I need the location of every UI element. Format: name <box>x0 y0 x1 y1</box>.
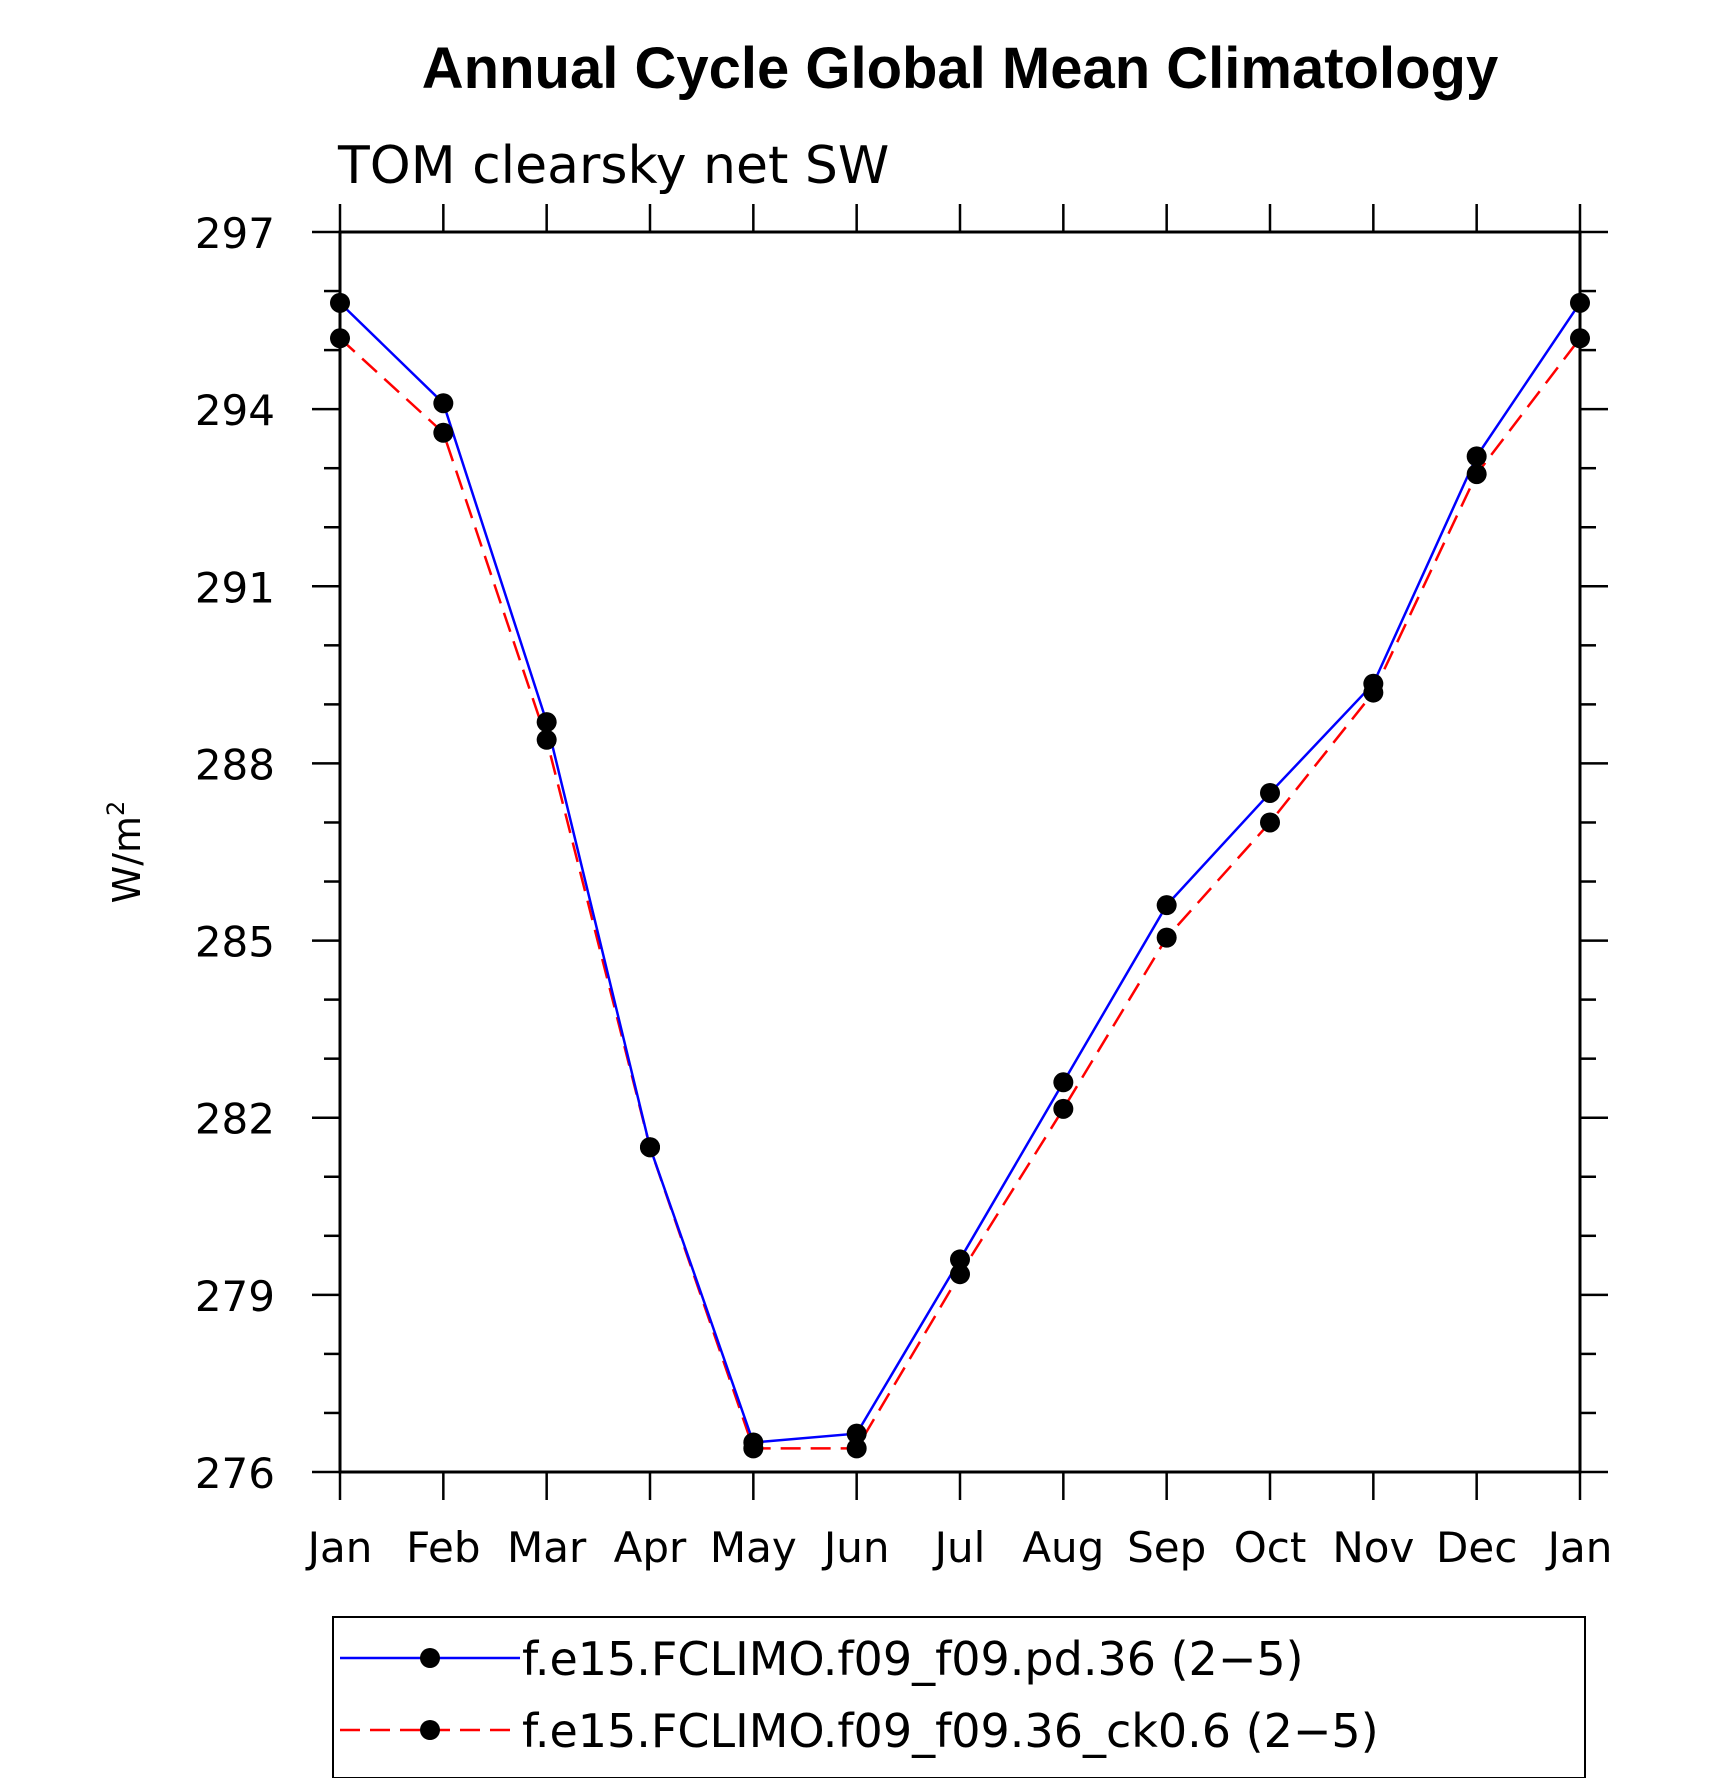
series-2-point <box>1156 927 1177 948</box>
y-tick-label: 276 <box>195 1449 275 1498</box>
x-tick-label: Feb <box>406 1523 480 1572</box>
x-tick-label: Apr <box>614 1523 687 1572</box>
x-tick-label: Mar <box>507 1523 587 1572</box>
series-1-point <box>536 712 557 733</box>
series-layer <box>330 292 1590 1459</box>
series-2-point <box>330 328 350 349</box>
x-tick-label: Jun <box>821 1523 890 1572</box>
x-tick-label: Oct <box>1234 1523 1307 1572</box>
y-axis-label: W/m2 <box>102 801 149 904</box>
series-2-point <box>950 1264 970 1285</box>
series-2-point <box>640 1137 660 1158</box>
series-2-point <box>1466 464 1487 485</box>
y-tick-label: 282 <box>195 1095 275 1144</box>
legend-marker-1 <box>420 1648 440 1668</box>
series-2-point <box>536 729 557 750</box>
series-1-point <box>1156 895 1177 916</box>
y-tick-label: 288 <box>195 740 275 789</box>
x-tick-label: Aug <box>1022 1523 1104 1572</box>
x-tick-label: Jan <box>305 1523 373 1572</box>
legend-label-1: f.e15.FCLIMO.f09_f09.pd.36 (2−5) <box>522 1632 1304 1686</box>
legend-marker-2 <box>420 1720 440 1740</box>
x-tick-label: Sep <box>1127 1523 1206 1572</box>
series-1-point <box>433 393 454 414</box>
series-1-point <box>1570 292 1590 313</box>
x-tick-label: Jan <box>1545 1523 1613 1572</box>
series-2-point <box>1260 812 1280 833</box>
x-tick-label: May <box>710 1523 797 1572</box>
series-2-point <box>1053 1098 1074 1119</box>
chart-title: Annual Cycle Global Mean Climatology <box>422 36 1498 101</box>
chart-subtitle: TOM clearsky net SW <box>337 136 889 196</box>
series-2-point <box>846 1438 867 1459</box>
x-tick-label: Dec <box>1436 1523 1517 1572</box>
plot-area <box>338 230 1582 1474</box>
y-tick-label: 291 <box>195 563 275 612</box>
legend-label-2: f.e15.FCLIMO.f09_f09.36_ck0.6 (2−5) <box>522 1704 1379 1758</box>
series-1-point <box>1466 446 1487 467</box>
plot-border <box>338 230 1582 1474</box>
series-2-point <box>1363 682 1384 703</box>
series-1-point <box>330 292 350 313</box>
x-tick-label: Nov <box>1332 1523 1414 1572</box>
series-2-point <box>743 1438 764 1459</box>
y-tick-label: 297 <box>195 209 275 258</box>
legend-box <box>332 1616 1586 1778</box>
y-tick-label: 294 <box>195 386 275 435</box>
series-1-point <box>846 1423 867 1444</box>
y-tick-label: 285 <box>195 918 275 967</box>
series-1-point <box>950 1249 970 1270</box>
legend: f.e15.FCLIMO.f09_f09.pd.36 (2−5) f.e15.FC… <box>332 1616 1586 1778</box>
x-tick-label: Jul <box>932 1523 986 1572</box>
x-axis: Jan Feb Mar Apr May Jun Jul Aug Sep Oct Nov Dec Jan <box>305 204 1613 1572</box>
series-1-point <box>1260 782 1280 803</box>
series-2-point <box>1570 328 1590 349</box>
y-tick-label: 279 <box>195 1272 275 1321</box>
series-2-point <box>433 422 454 443</box>
y-axis: 276 279 282 285 288 291 294 297 <box>195 209 1608 1498</box>
series-1-point <box>1053 1072 1074 1093</box>
